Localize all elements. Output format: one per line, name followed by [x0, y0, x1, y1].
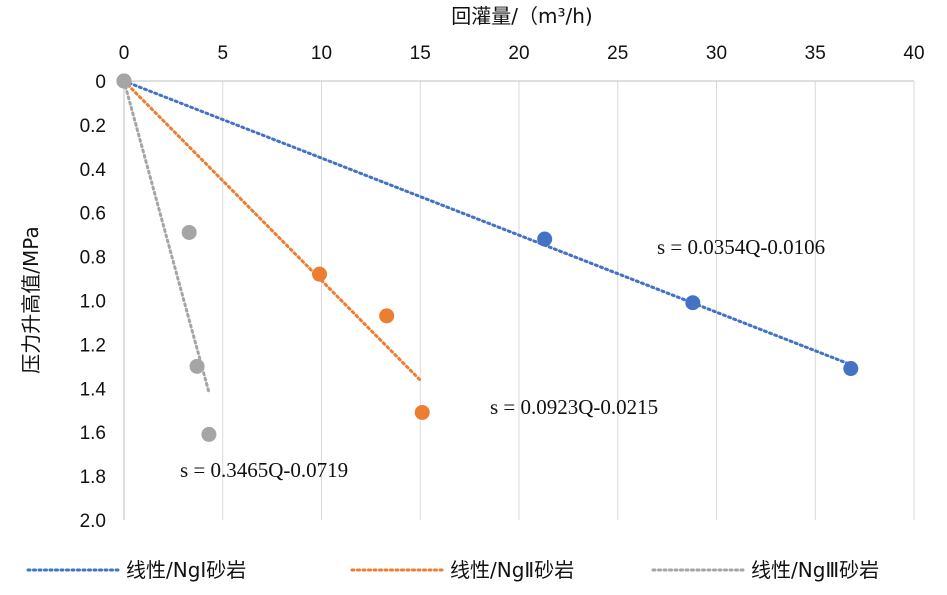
y-tick-label: 0.4: [80, 160, 107, 181]
legend-label-series-1: 线性/NgⅠ砂岩: [126, 558, 246, 582]
equation-label-series-2: s = 0.0923Q-0.0215: [490, 395, 658, 419]
y-axis-title: 压力升高值/MPa: [19, 226, 43, 373]
y-tick-label: 1.6: [80, 423, 106, 444]
data-point-series-3: [116, 73, 132, 89]
legend-label-series-3: 线性/NgⅢ砂岩: [751, 558, 879, 582]
equation-label-series-1: s = 0.0354Q-0.0106: [657, 235, 825, 259]
data-point-series-2: [414, 404, 430, 420]
gridlines: [222, 81, 915, 520]
y-tick-label: 0.6: [80, 204, 106, 225]
data-point-series-2: [312, 266, 328, 282]
equation-label-series-3: s = 0.3465Q-0.0719: [180, 458, 348, 482]
y-tick-label: 0.2: [80, 116, 106, 137]
y-tick-label: 1.0: [80, 292, 106, 313]
trendline-series-2: [122, 79, 422, 382]
trendline-series-3: [122, 79, 211, 394]
y-tick-label: 0: [95, 72, 106, 93]
x-tick-label: 30: [706, 43, 727, 64]
data-point-series-3: [201, 426, 217, 442]
axes: [123, 80, 914, 520]
legend: 线性/NgⅠ砂岩 线性/NgⅡ砂岩 线性/NgⅢ砂岩: [26, 558, 879, 582]
data-points: [116, 73, 859, 442]
trendlines: [122, 79, 857, 394]
data-point-series-3: [189, 358, 205, 374]
legend-label-series-2: 线性/NgⅡ砂岩: [450, 558, 574, 582]
equation-labels: s = 0.0354Q-0.0106 s = 0.0923Q-0.0215 s = …: [180, 235, 825, 482]
x-tick-label: 0: [119, 43, 130, 64]
trendline-series-1: [122, 79, 857, 368]
y-tick-label: 1.2: [80, 335, 106, 356]
x-tick-label: 5: [217, 43, 228, 64]
x-axis-title: 回灌量/（m³/h): [451, 4, 592, 28]
y-tick-label: 1.4: [80, 379, 107, 400]
data-point-series-3: [181, 224, 197, 240]
y-tick-label: 1.8: [80, 467, 106, 488]
x-tick-label: 25: [607, 43, 628, 64]
data-point-series-1: [685, 295, 701, 311]
data-point-series-1: [537, 231, 553, 247]
y-tick-labels: 0 0.2 0.4 0.6 0.8 1.0 1.2 1.4 1.6 1.8 2.0: [80, 72, 107, 532]
y-tick-label: 0.8: [80, 248, 106, 269]
x-tick-label: 15: [410, 43, 431, 64]
x-tick-labels: 0 5 10 15 20 25 30 35 40: [119, 43, 925, 64]
x-tick-label: 35: [805, 43, 826, 64]
x-tick-label: 20: [508, 43, 529, 64]
data-point-series-1: [843, 361, 859, 377]
x-tick-label: 40: [903, 43, 924, 64]
x-tick-label: 10: [311, 43, 332, 64]
data-point-series-2: [379, 308, 395, 324]
y-tick-label: 2.0: [80, 511, 106, 532]
